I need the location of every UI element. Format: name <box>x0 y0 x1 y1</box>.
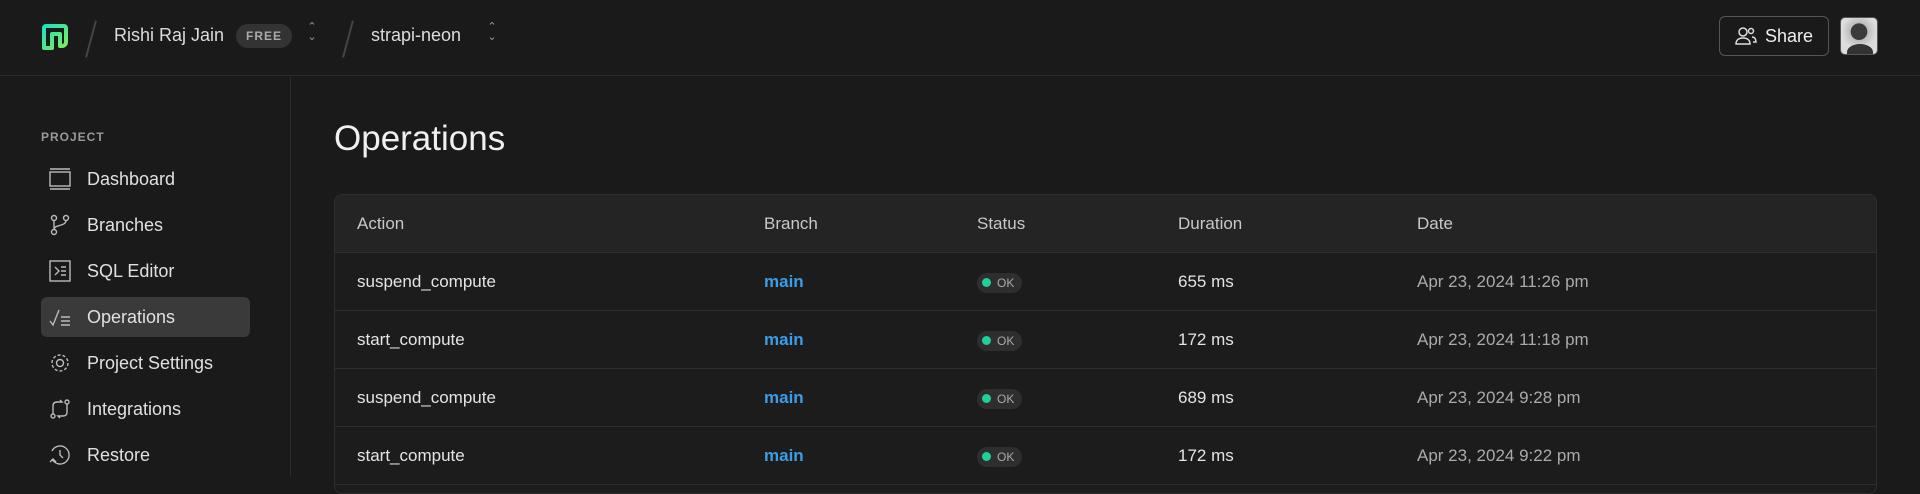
table-header: Action Branch Status Duration Date <box>335 195 1876 253</box>
branch-link[interactable]: main <box>764 446 804 465</box>
branch-link[interactable]: main <box>764 388 804 407</box>
org-switcher-icon[interactable]: ⌃ ⌄ <box>307 21 317 43</box>
sidebar-item-sql-editor[interactable]: SQL Editor <box>41 251 250 291</box>
operations-icon <box>49 309 70 327</box>
sidebar-section-label: PROJECT <box>41 130 105 144</box>
table-row[interactable]: start_compute main OK 172 ms Apr 23, 202… <box>335 311 1876 369</box>
sidebar-item-label: Dashboard <box>87 168 176 189</box>
table-row[interactable]: suspend_compute main OK 655 ms Apr 23, 2… <box>335 253 1876 311</box>
action-cell: start_compute <box>357 446 465 465</box>
status-dot-icon <box>982 452 991 462</box>
status-dot-icon <box>982 394 991 404</box>
column-header-duration: Duration <box>1178 214 1243 233</box>
action-cell: start_compute <box>357 330 465 349</box>
branch-icon <box>50 214 70 236</box>
sidebar-item-label: SQL Editor <box>87 260 175 281</box>
duration-cell: 172 ms <box>1178 446 1234 465</box>
column-header-action: Action <box>357 214 405 233</box>
breadcrumb-divider <box>342 20 354 58</box>
sidebar-item-label: Operations <box>87 306 176 327</box>
top-bar: Rishi Raj Jain FREE ⌃ ⌄ strapi-neon ⌃ ⌄ Sh… <box>0 0 1920 76</box>
duration-cell: 689 ms <box>1178 388 1234 407</box>
status-label: OK <box>997 275 1015 290</box>
user-avatar[interactable] <box>1840 17 1878 55</box>
project-name[interactable]: strapi-neon <box>371 25 462 45</box>
operations-table: Action Branch Status Duration Date suspe… <box>334 194 1877 494</box>
table-row[interactable]: start_compute main OK 172 ms Apr 23, 202… <box>335 427 1876 485</box>
duration-cell: 172 ms <box>1178 330 1234 349</box>
sidebar-item-label: Restore <box>87 444 151 465</box>
status-label: OK <box>997 449 1015 464</box>
users-icon <box>1735 27 1757 45</box>
share-button[interactable]: Share <box>1719 16 1829 56</box>
status-dot-icon <box>982 278 991 288</box>
date-cell: Apr 23, 2024 9:28 pm <box>1417 388 1581 407</box>
sidebar: PROJECT Dashboard Branches SQL Editor Op… <box>0 77 291 477</box>
sidebar-item-label: Integrations <box>87 398 182 419</box>
date-cell: Apr 23, 2024 9:22 pm <box>1417 446 1581 465</box>
page-title: Operations <box>334 119 506 158</box>
breadcrumb-divider <box>85 20 97 58</box>
status-badge: OK <box>977 330 1023 351</box>
status-cell: OK <box>977 253 1023 311</box>
share-label: Share <box>1764 25 1814 46</box>
sidebar-item-restore[interactable]: Restore <box>41 435 250 475</box>
org-name[interactable]: Rishi Raj Jain <box>114 25 225 45</box>
sidebar-item-label: Branches <box>87 214 164 235</box>
dashboard-icon <box>49 168 71 190</box>
date-cell: Apr 23, 2024 11:18 pm <box>1417 330 1589 349</box>
status-dot-icon <box>982 336 991 346</box>
sidebar-item-dashboard[interactable]: Dashboard <box>41 159 250 199</box>
branch-link[interactable]: main <box>764 272 804 291</box>
integrations-icon <box>50 399 70 419</box>
column-header-branch: Branch <box>764 214 818 233</box>
table-row[interactable]: suspend_compute main OK 689 ms Apr 23, 2… <box>335 369 1876 427</box>
status-cell: OK <box>977 311 1023 369</box>
action-cell: suspend_compute <box>357 388 496 407</box>
status-label: OK <box>997 391 1015 406</box>
sidebar-item-label: Project Settings <box>87 352 214 373</box>
neon-logo-icon[interactable] <box>40 22 70 52</box>
status-cell: OK <box>977 369 1023 427</box>
sidebar-item-integrations[interactable]: Integrations <box>41 389 250 429</box>
status-badge: OK <box>977 446 1023 467</box>
project-switcher-icon[interactable]: ⌃ ⌄ <box>487 21 497 43</box>
terminal-icon <box>49 260 71 282</box>
gear-icon <box>51 354 69 372</box>
sidebar-item-project-settings[interactable]: Project Settings <box>41 343 250 383</box>
date-cell: Apr 23, 2024 11:26 pm <box>1417 272 1589 291</box>
plan-badge: FREE <box>236 24 293 48</box>
duration-cell: 655 ms <box>1178 272 1234 291</box>
sidebar-item-operations[interactable]: Operations <box>41 297 250 337</box>
sidebar-item-branches[interactable]: Branches <box>41 205 250 245</box>
status-badge: OK <box>977 388 1023 409</box>
restore-icon <box>49 445 70 465</box>
action-cell: suspend_compute <box>357 272 496 291</box>
status-label: OK <box>997 333 1015 348</box>
status-badge: OK <box>977 272 1023 293</box>
status-cell: OK <box>977 427 1023 485</box>
branch-link[interactable]: main <box>764 330 804 349</box>
column-header-status: Status <box>977 214 1026 233</box>
column-header-date: Date <box>1417 214 1453 233</box>
